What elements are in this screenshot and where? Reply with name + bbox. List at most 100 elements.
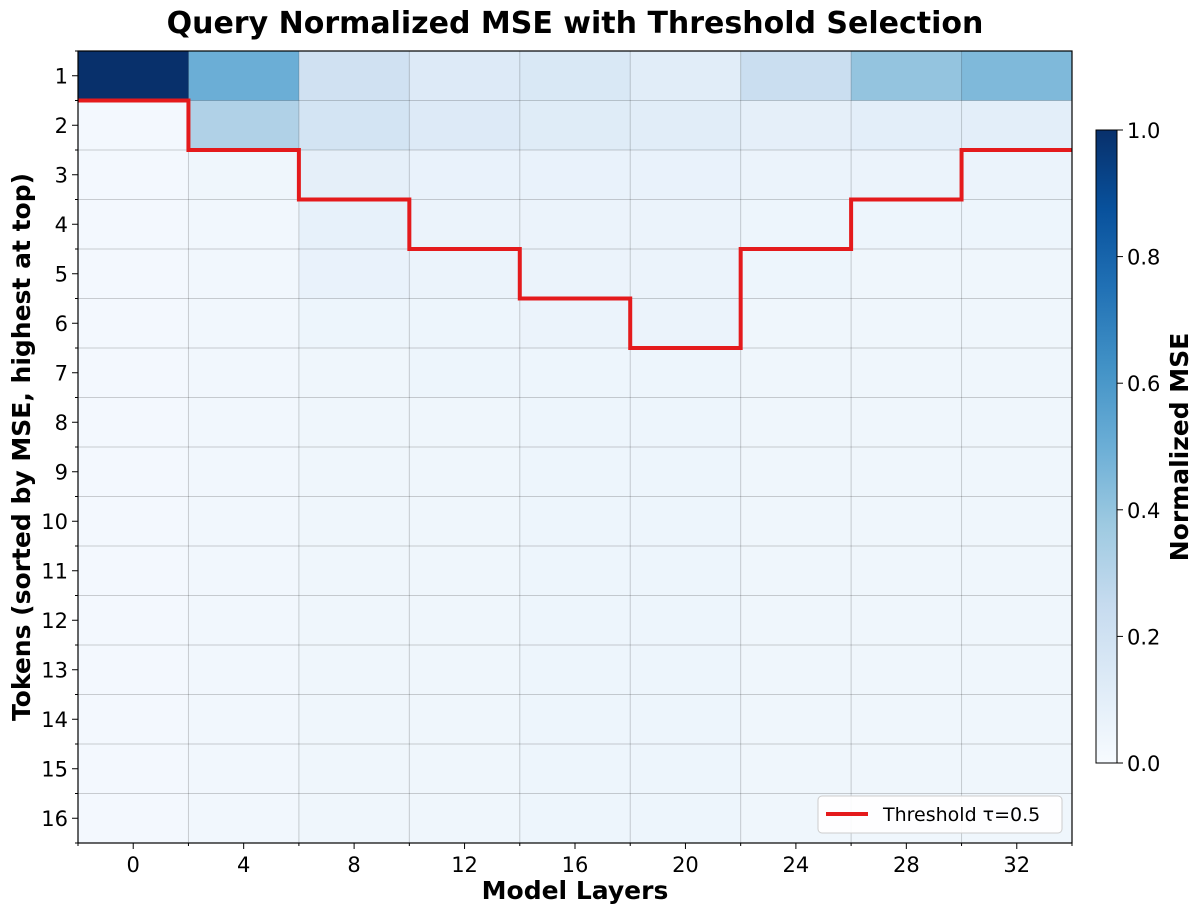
heatmap-cell [519,298,631,349]
heatmap-cell [740,645,852,695]
y-tick-label: 7 [55,361,68,385]
y-tick-label: 2 [55,114,68,138]
y-axis-label: Tokens (sorted by MSE, highest at top) [7,173,36,721]
heatmap-cell [519,397,631,448]
heatmap-cell [740,595,852,646]
heatmap-cell [630,793,742,844]
heatmap-cell [409,397,521,448]
heatmap-cell [851,546,963,596]
heatmap-cell [298,447,410,497]
heatmap-cell [298,348,410,398]
heatmap-cell [961,51,1073,101]
legend: Threshold τ=0.5 [817,795,1063,834]
y-tick-label: 15 [41,757,68,781]
heatmap-cell [298,298,410,349]
x-tick-label: 16 [562,853,589,877]
heatmap-cell [188,546,300,596]
heatmap-cell [740,546,852,596]
heatmap-cell [851,51,963,101]
heatmap-cell [740,100,852,151]
heatmap-cell [851,298,963,349]
heatmap-cell [298,100,410,151]
heatmap-cell [409,298,521,349]
heatmap-cell [78,645,189,695]
threshold-line [78,98,1072,350]
heatmap-cell [78,694,189,745]
colorbar-tick-label: 0.8 [1127,246,1160,270]
heatmap-cell [78,51,189,101]
heatmap-cell [740,744,852,794]
heatmap-cell [630,496,742,547]
heatmap-cell [409,793,521,844]
heatmap-cell [961,249,1073,299]
heatmap-cells [78,51,1073,844]
heatmap-cell [630,595,742,646]
heatmap-cell [409,199,521,250]
heatmap-cell [630,298,742,349]
x-tick-label: 20 [672,853,699,877]
heatmap-cell [961,100,1073,151]
colorbar-tick-label: 0.4 [1127,499,1160,523]
colorbar-tick-label: 0.6 [1127,372,1160,396]
heatmap-cell [630,447,742,497]
heatmap-cell [298,595,410,646]
heatmap-cell [519,447,631,497]
y-tick-label: 11 [41,559,68,583]
heatmap-cell [851,645,963,695]
heatmap-cell [630,744,742,794]
x-tick-label: 4 [237,853,250,877]
y-tick-label: 13 [41,658,68,682]
heatmap-cell [78,793,189,844]
heatmap-cell [78,546,189,596]
legend-label-threshold: Threshold τ=0.5 [882,804,1040,826]
heatmap-cell [740,298,852,349]
heatmap-cell [409,694,521,745]
heatmap-cell [630,249,742,299]
colorbar: 0.0 0.2 0.4 0.6 0.8 1.0 Normalized MSE [1095,119,1194,776]
heatmap-cell [740,496,852,547]
x-axis-label: Model Layers [482,876,669,905]
heatmap-cell [961,645,1073,695]
heatmap-cell [851,100,963,151]
heatmap-cell [78,496,189,547]
heatmap-cell [188,744,300,794]
heatmap-cell [78,447,189,497]
heatmap-cell [78,150,189,200]
heatmap-cell [519,348,631,398]
heatmap-cell [961,694,1073,745]
y-tick-label: 4 [55,213,68,237]
heatmap-cell [961,744,1073,794]
heatmap-cell [851,694,963,745]
heatmap-cell [409,546,521,596]
colorbar-tick-label: 1.0 [1127,119,1160,143]
heatmap-cell [298,249,410,299]
heatmap-cell [78,199,189,250]
heatmap-cell [298,793,410,844]
y-tick-label: 9 [55,460,68,484]
heatmap-cell [961,348,1073,398]
heatmap-cell [78,397,189,448]
y-tick-label: 1 [55,64,68,88]
chart-title: Query Normalized MSE with Threshold Sele… [167,6,984,41]
y-tick-label: 14 [41,708,68,732]
heatmap-cell [519,645,631,695]
heatmap-cell [519,496,631,547]
heatmap-cell [298,397,410,448]
heatmap-cell [961,150,1073,200]
heatmap-cell [188,595,300,646]
heatmap-cell [188,100,300,151]
heatmap-cell [409,249,521,299]
heatmap-cell [740,199,852,250]
heatmap-cell [630,694,742,745]
heatmap-cell [961,546,1073,596]
heatmap-cell [851,348,963,398]
heatmap-cell [188,645,300,695]
heatmap-cell [519,595,631,646]
heatmap-cell [630,645,742,695]
heatmap-cell [78,100,189,151]
heatmap-cell [630,100,742,151]
heatmap-cell [298,51,410,101]
colorbar-gradient [1095,129,1118,764]
heatmap-cell [519,150,631,200]
heatmap-cell [298,694,410,745]
